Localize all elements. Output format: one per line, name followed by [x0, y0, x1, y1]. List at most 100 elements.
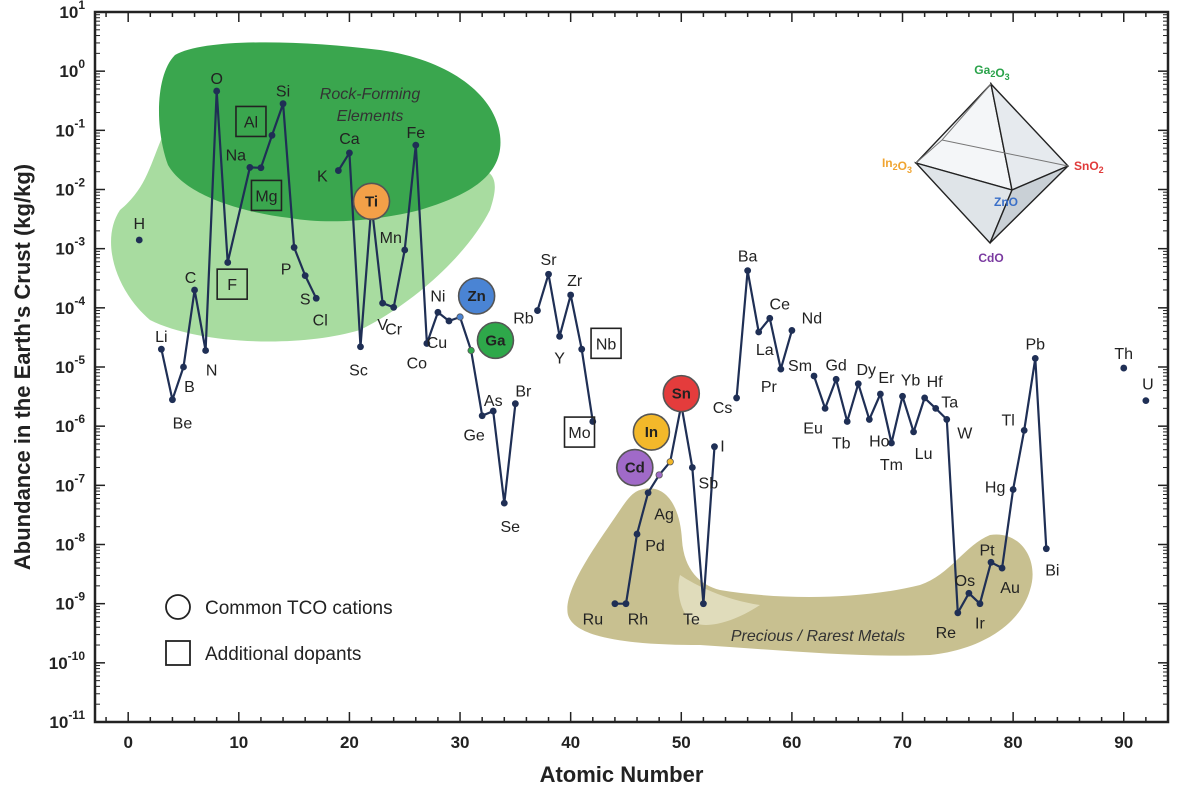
x-tick-label: 70 — [893, 733, 912, 752]
y-tick-label: 10-1 — [55, 116, 85, 140]
element-label-sr: Sr — [541, 252, 558, 269]
data-point-ga — [467, 346, 475, 355]
element-label-i: I — [720, 439, 724, 456]
tco-circle-ga — [476, 321, 515, 360]
element-label-na: Na — [226, 147, 247, 164]
y-tick-label: 10-4 — [55, 294, 85, 318]
tco-label-in: In — [645, 424, 658, 441]
y-tick-label: 10-5 — [55, 353, 85, 377]
y-tick-exponent: -9 — [74, 590, 85, 604]
oct-label-part: Ga — [974, 63, 990, 77]
data-point-na — [246, 164, 254, 171]
element-label-lu: Lu — [915, 446, 933, 463]
data-point-ag — [644, 489, 652, 497]
element-label-sm: Sm — [788, 358, 812, 375]
element-label-se: Se — [500, 519, 520, 536]
data-point-p — [290, 244, 298, 251]
element-label-sc: Sc — [349, 363, 368, 380]
data-point-ir — [976, 600, 984, 608]
element-label-la: La — [756, 342, 774, 359]
element-label-ho: Ho — [869, 433, 890, 450]
data-point-re — [954, 609, 962, 617]
dopant-label-mg: Mg — [255, 188, 277, 205]
element-label-cu: Cu — [427, 335, 447, 352]
data-point-v — [379, 299, 387, 307]
precious-metals-highlight — [678, 575, 760, 625]
data-point-au — [998, 564, 1006, 572]
legend: Common TCO cations Additional dopants — [165, 594, 393, 666]
element-label-h: H — [133, 216, 145, 233]
tco-label-cd: Cd — [625, 460, 645, 477]
data-point-gd — [832, 375, 840, 383]
data-points-layer — [135, 87, 1150, 617]
element-label-y: Y — [554, 350, 565, 367]
y-tick-label: 101 — [59, 0, 85, 22]
y-tick-label: 100 — [59, 57, 85, 81]
x-tick-label: 30 — [451, 733, 470, 752]
element-label-ta: Ta — [941, 394, 958, 411]
element-label-p: P — [281, 261, 292, 278]
x-tick-label: 90 — [1114, 733, 1133, 752]
dopant-box-mg — [250, 179, 283, 212]
data-point-si — [279, 100, 287, 108]
data-point-tl — [1020, 426, 1028, 434]
data-point-o — [213, 87, 221, 95]
element-label-sb: Sb — [699, 476, 719, 493]
y-tick-label: 10-7 — [55, 471, 85, 495]
y-tick-label: 10-9 — [55, 590, 85, 614]
y-tick-base: 10 — [55, 299, 74, 318]
y-tick-base: 10 — [55, 240, 74, 259]
precious-metals-region — [567, 488, 1033, 656]
oct-vertex-label: Ga2O3 — [974, 63, 1009, 82]
tco-circle-ti — [352, 182, 391, 221]
data-point-i — [711, 443, 718, 451]
element-label-te: Te — [683, 612, 700, 629]
x-axis-title: Atomic Number — [540, 762, 704, 787]
element-label-u: U — [1142, 377, 1154, 394]
data-point-b — [180, 363, 187, 371]
element-label-o: O — [210, 71, 222, 88]
data-point-h — [135, 236, 143, 244]
element-label-ca: Ca — [339, 131, 360, 148]
oct-edge-back — [915, 139, 943, 164]
y-tick-exponent: -6 — [74, 412, 85, 426]
element-label-w: W — [957, 425, 973, 442]
element-label-pb: Pb — [1025, 336, 1045, 353]
oct-edge-back — [941, 139, 1069, 167]
y-tick-exponent: -5 — [74, 353, 85, 367]
data-point-ge — [478, 412, 486, 420]
y-tick-base: 10 — [55, 595, 74, 614]
element-label-yb: Yb — [901, 372, 921, 389]
oct-label-subscript: 2 — [990, 69, 995, 79]
series-line — [160, 90, 318, 401]
oct-vertex-label: ZnO — [994, 195, 1018, 209]
y-tick-base: 10 — [59, 62, 78, 81]
element-label-tb: Tb — [832, 435, 851, 452]
data-point-cl — [312, 294, 320, 302]
data-point-s — [301, 272, 309, 280]
y-tick-label: 10-3 — [55, 235, 85, 259]
y-tick-label: 10-10 — [49, 649, 86, 673]
data-point-cu — [445, 317, 453, 325]
axes-layer: 0 10 20 30 40 50 60 70 80 9010110010-110-210-310-… — [10, 0, 1170, 787]
data-point-mg — [257, 164, 265, 172]
tco-label-sn: Sn — [672, 386, 691, 403]
element-label-br: Br — [515, 384, 532, 401]
element-label-tm: Tm — [880, 457, 903, 474]
x-tick-label: 80 — [1004, 733, 1023, 752]
oct-vertex-label: SnO2 — [1074, 159, 1104, 175]
element-label-k: K — [317, 169, 328, 186]
y-tick-exponent: -2 — [74, 176, 85, 190]
oct-label-part: CdO — [978, 251, 1003, 265]
data-point-sm — [810, 372, 818, 380]
element-label-au: Au — [1000, 580, 1020, 597]
tco-circle-zn — [457, 277, 496, 315]
data-point-u — [1142, 397, 1150, 405]
element-label-c: C — [185, 270, 197, 287]
data-point-as — [489, 407, 497, 415]
element-label-hf: Hf — [927, 374, 944, 391]
data-point-lu — [910, 428, 917, 436]
region-layer: Rock-Forming Elements Precious / Rarest Me… — [111, 42, 1033, 656]
element-label-ge: Ge — [463, 428, 484, 445]
